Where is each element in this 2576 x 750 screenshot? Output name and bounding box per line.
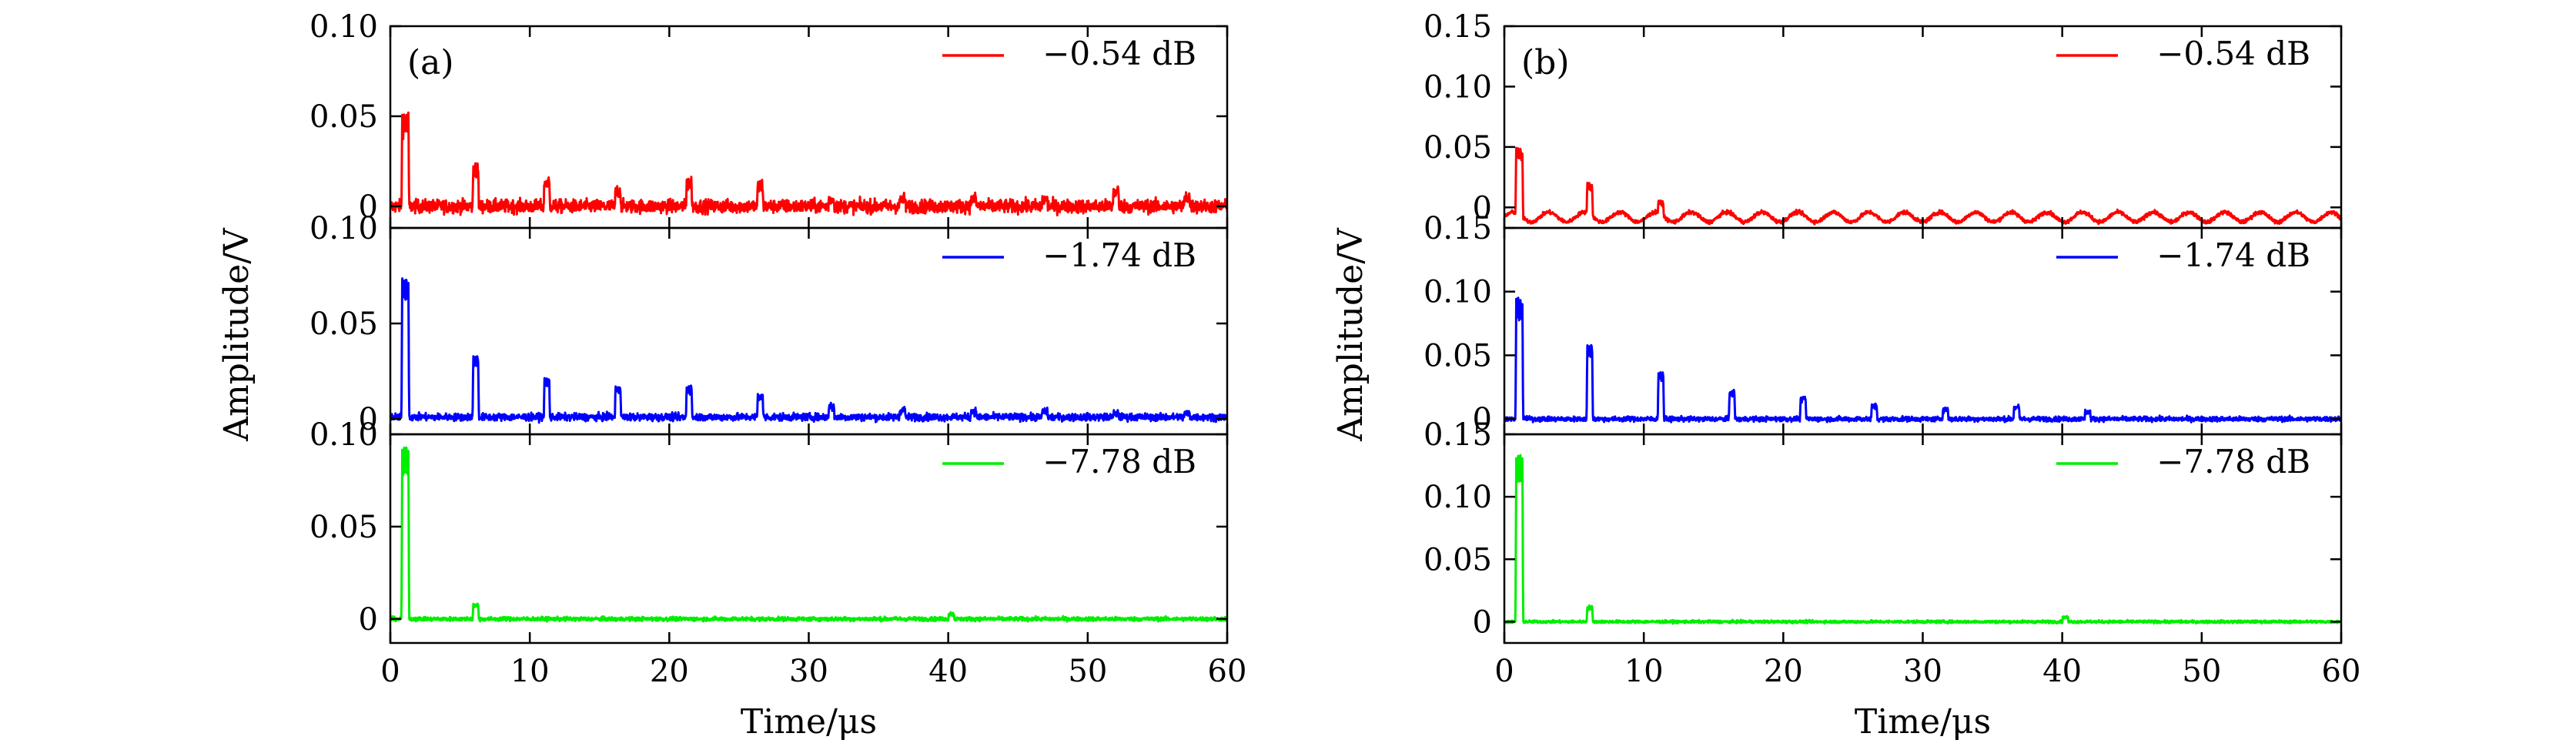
legend-label: −1.74 dB <box>2156 236 2310 274</box>
subplot-2: 0 0.05 0.10 0.15 −1.74 dB <box>1423 211 2343 437</box>
y-tick-label: 0 <box>359 189 378 225</box>
subplot-1: 0 0.05 0.10 −0.54 dB <box>309 9 1229 229</box>
y-tick-label: 0.05 <box>309 99 378 135</box>
x-tick-label: 50 <box>1068 654 1107 689</box>
legend-label: −1.74 dB <box>1042 236 1196 274</box>
panel-label: (b) <box>1521 43 1570 82</box>
x-tick-label: 30 <box>789 654 828 689</box>
x-tick-label: 0 <box>1494 654 1514 689</box>
series-line <box>390 277 1227 424</box>
x-tick-label: 60 <box>1208 654 1247 689</box>
y-tick-label: 0.10 <box>1423 69 1492 105</box>
x-tick-label: 40 <box>2042 654 2082 689</box>
y-tick-label: 0.05 <box>1423 130 1492 166</box>
x-tick-label: 10 <box>1624 654 1664 689</box>
y-tick-label: 0.10 <box>1423 275 1492 310</box>
y-tick-label: 0.15 <box>1423 211 1492 246</box>
subplot-3: 0 0.05 0.10 −7.78 dB <box>309 417 1229 645</box>
series-line <box>1504 454 2341 625</box>
x-axis-label: Time/μs <box>741 702 877 742</box>
y-tick-label: 0 <box>1473 604 1492 640</box>
x-tick-label: 20 <box>650 654 689 689</box>
x-tick-label: 50 <box>2182 654 2221 689</box>
series-line <box>1504 296 2341 424</box>
y-tick-label: 0.05 <box>309 306 378 342</box>
series-line <box>390 111 1227 216</box>
y-tick-label: 0.10 <box>1423 480 1492 515</box>
series-line <box>1504 146 2341 226</box>
y-tick-label: 0.15 <box>1423 9 1492 45</box>
y-tick-label: 0 <box>1473 190 1492 226</box>
y-axis-label: Amplitude/V <box>1331 227 1370 442</box>
y-tick-label: 0 <box>1473 402 1492 437</box>
legend-label: −0.54 dB <box>1042 35 1196 72</box>
series-line <box>390 446 1227 623</box>
y-tick-label: 0.10 <box>309 417 378 453</box>
y-tick-label: 0 <box>359 402 378 437</box>
x-tick-label: 60 <box>2322 654 2361 689</box>
subplot-1: 0 0.05 0.10 0.15 −0.54 dB <box>1423 9 2343 229</box>
subplot-3: 0 0.05 0.10 0.15 −7.78 dB <box>1423 417 2343 645</box>
legend-label: −7.78 dB <box>2156 443 2310 480</box>
y-tick-label: 0.05 <box>309 510 378 545</box>
panel-b: 0 0.05 0.10 0.15 −0.54 dB 0 0.05 0.10 0.15 −1.74 … <box>1331 9 2360 742</box>
y-tick-label: 0.05 <box>1423 338 1492 373</box>
subplot-2: 0 0.05 0.10 −1.74 dB <box>309 211 1229 437</box>
x-axis-label: Time/μs <box>1855 702 1991 742</box>
x-tick-label: 10 <box>510 654 550 689</box>
x-tick-label: 30 <box>1903 654 1942 689</box>
y-tick-label: 0.05 <box>1423 542 1492 578</box>
y-tick-label: 0.15 <box>1423 417 1492 453</box>
panel-label: (a) <box>407 43 454 82</box>
legend-label: −7.78 dB <box>1042 443 1196 480</box>
y-tick-label: 0 <box>359 602 378 638</box>
legend-label: −0.54 dB <box>2156 35 2310 72</box>
y-axis-label: Amplitude/V <box>217 227 256 442</box>
x-tick-label: 40 <box>928 654 968 689</box>
y-tick-label: 0.10 <box>309 9 378 45</box>
y-tick-label: 0.10 <box>309 211 378 246</box>
x-tick-label: 20 <box>1764 654 1803 689</box>
x-tick-label: 0 <box>380 654 400 689</box>
